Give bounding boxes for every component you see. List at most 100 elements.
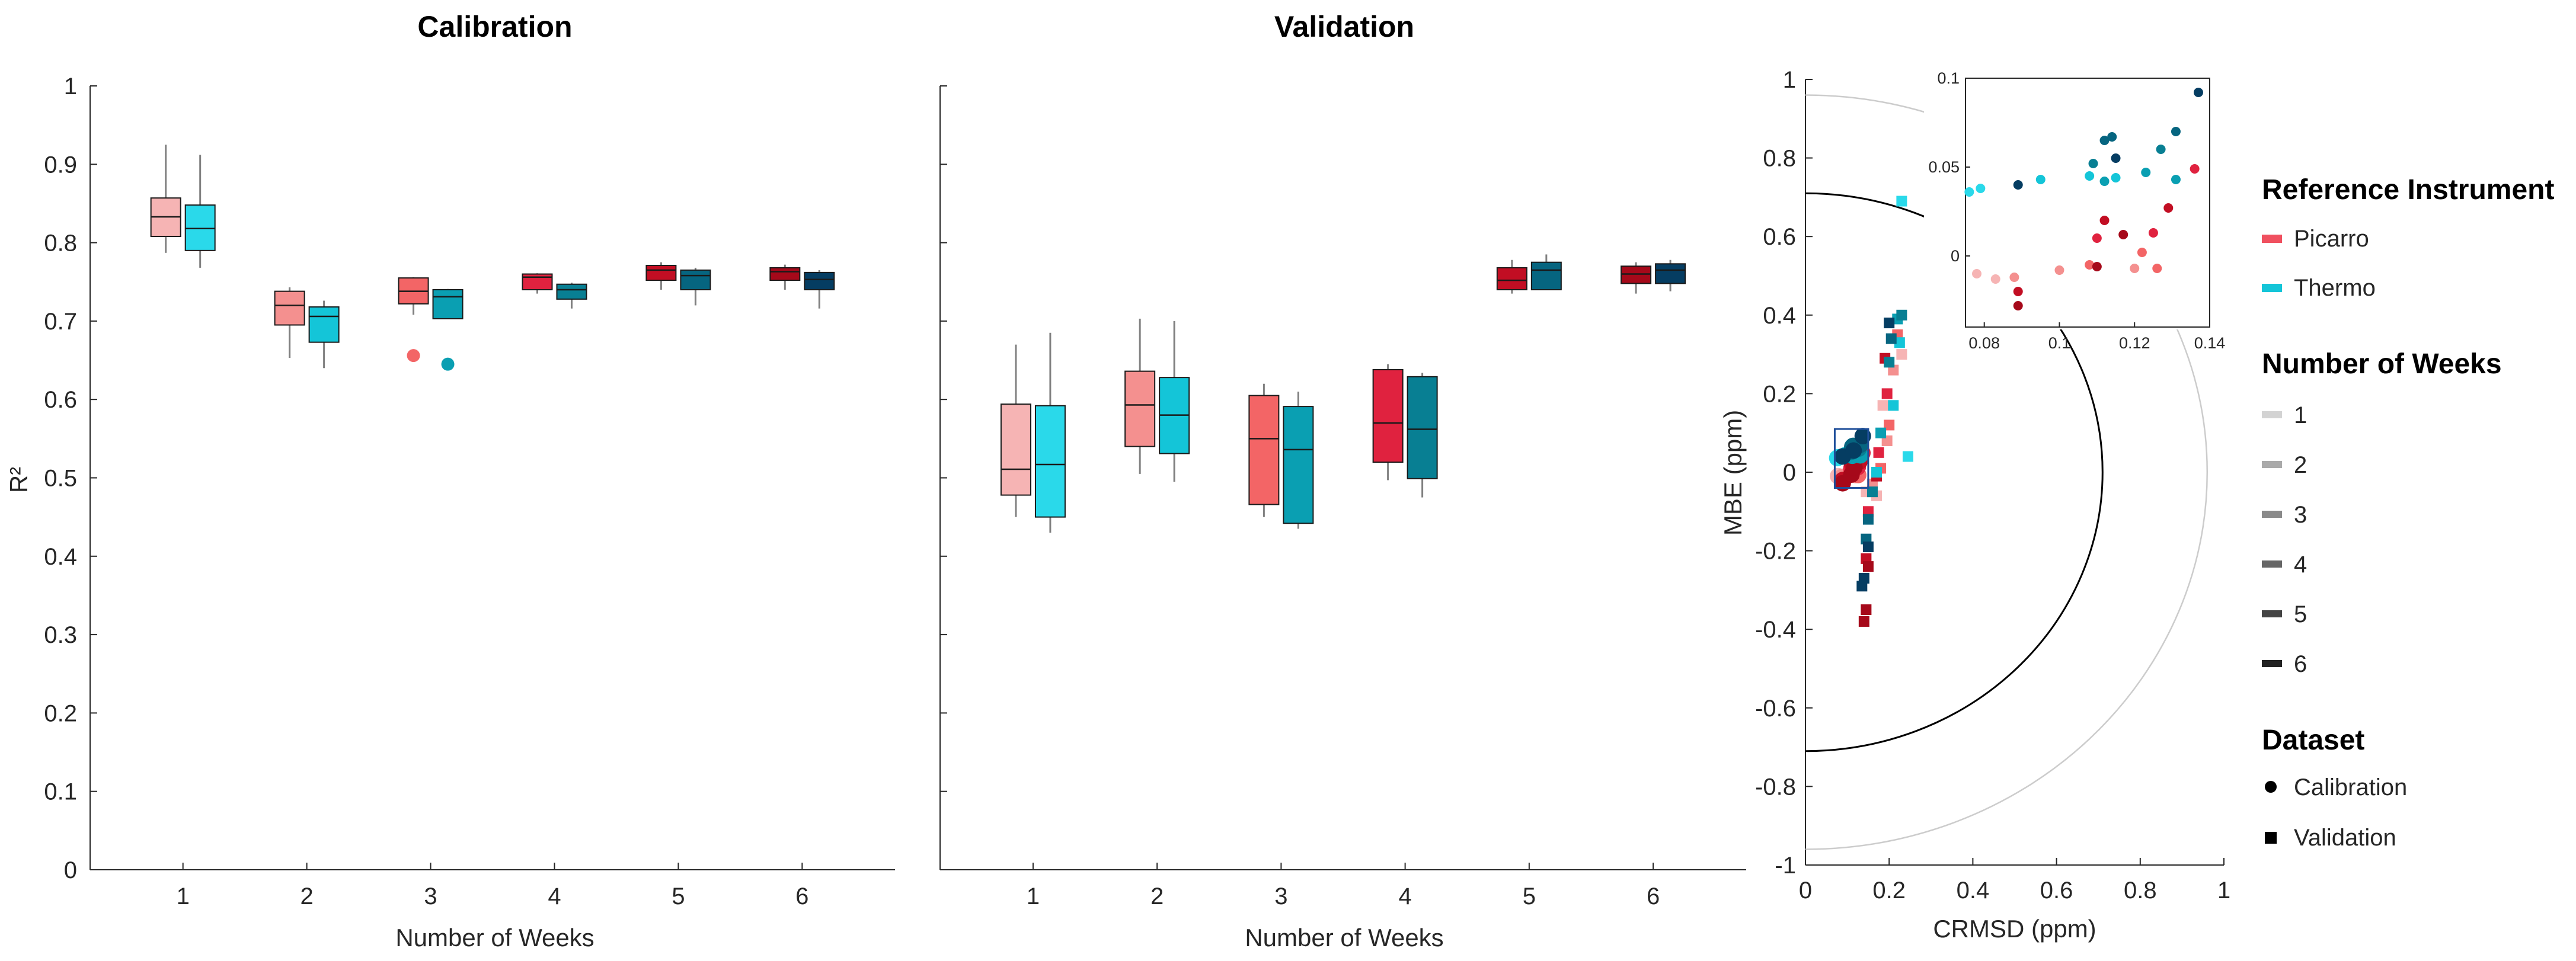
box-iqr — [1000, 403, 1031, 496]
validation-point — [1884, 357, 1895, 368]
validation-point — [1867, 486, 1878, 498]
box-iqr — [1372, 369, 1404, 463]
box-picarro-week-5 — [1496, 260, 1527, 294]
validation-point — [1871, 467, 1883, 478]
box-thermo-week-2 — [1159, 321, 1190, 482]
box-iqr — [184, 204, 216, 251]
x-tick-label: 1 — [1027, 883, 1040, 909]
inset-calibration-point — [2111, 173, 2121, 182]
target-xlabel: CRMSD (ppm) — [1933, 915, 2096, 943]
inset-calibration-point — [2107, 132, 2117, 142]
box-thermo-week-4 — [556, 283, 587, 309]
inset-axes: 0 0.05 0.1 0.08 0.1 0.12 0.14 — [1928, 69, 2225, 352]
target-circles — [1805, 94, 2208, 850]
inset-calibration-point — [2088, 159, 2098, 168]
y-tick-label: 0.8 — [44, 230, 77, 257]
box-thermo-week-3 — [1283, 391, 1314, 529]
target-y-tick-label: -0.8 — [1755, 774, 1796, 800]
box-picarro-week-1 — [1000, 344, 1031, 517]
box-thermo-week-5 — [680, 267, 711, 306]
inset-frame — [1965, 78, 2210, 328]
validation-boxes — [1000, 254, 1686, 533]
x-tick-label: 4 — [548, 883, 561, 909]
y-tick-label: 0.7 — [44, 309, 77, 335]
x-tick-label: 4 — [1398, 883, 1411, 909]
inset-calibration-point — [2099, 136, 2110, 145]
target-x-tick-label: 0 — [1799, 877, 1812, 904]
validation-title: Validation — [1274, 10, 1414, 43]
validation-panel: Validation 1 2 3 4 5 6 Number of Weeks — [939, 10, 1746, 952]
calibration-panel: Calibration 0 0.1 0.2 0.3 0.4 0.5 0.6 0.7 0.8 0.9… — [5, 10, 895, 952]
box-picarro-week-1 — [150, 145, 181, 253]
x-tick-label: 6 — [795, 883, 808, 909]
legend-thermo-label: Thermo — [2294, 275, 2376, 301]
calibration-boxes — [150, 145, 835, 371]
target-x-tick-label: 1 — [2217, 877, 2230, 904]
inset-calibration-point — [2013, 180, 2023, 190]
inset-region-box — [1833, 428, 1869, 489]
validation-point — [1862, 541, 1874, 552]
inset-points — [1964, 88, 2203, 310]
box-iqr — [804, 271, 835, 290]
calibration-axes: 0 0.1 0.2 0.3 0.4 0.5 0.6 0.7 0.8 0.9 1 1 2 3 4 5 6 — [44, 73, 895, 909]
box-iqr — [522, 273, 553, 290]
inset-calibration-point — [2171, 127, 2181, 136]
validation-point — [1861, 604, 1872, 616]
target-circle — [1805, 94, 2208, 850]
x-tick-label: 2 — [1150, 883, 1164, 909]
inset-calibration-point — [1964, 187, 1974, 197]
validation-point — [1881, 388, 1893, 399]
y-tick-label: 1 — [64, 73, 77, 100]
target-y-tick-label: -0.2 — [1755, 539, 1796, 565]
calibration-title: Calibration — [417, 10, 572, 43]
box-picarro-week-6 — [1621, 262, 1652, 294]
x-tick-label: 5 — [1523, 883, 1536, 909]
outlier-point — [407, 349, 420, 363]
inset-x-tick-label: 0.1 — [2048, 334, 2071, 352]
box-iqr — [1655, 263, 1686, 284]
inset-calibration-point — [2035, 175, 2046, 184]
y-tick-label: 0 — [64, 857, 77, 883]
target-circle — [1805, 192, 2104, 752]
target-x-tick-label: 0.6 — [2040, 877, 2073, 904]
y-tick-label: 0.2 — [44, 700, 77, 726]
y-tick-label: 0.3 — [44, 622, 77, 648]
calibration-point — [1854, 428, 1871, 445]
legend-week-label: 6 — [2294, 651, 2307, 677]
box-iqr — [1248, 395, 1280, 505]
inset-calibration-point — [2137, 248, 2147, 257]
legend-week-label: 2 — [2294, 452, 2307, 478]
target-axes: -1 -0.8 -0.6 -0.4 -0.2 0 0.2 0.4 0.6 0.8 1 0 0.2 0.4 0… — [1755, 67, 2230, 904]
target-y-tick-label: -1 — [1775, 853, 1796, 879]
legend-reference-title: Reference Instrument — [2262, 174, 2554, 206]
legend-week-label: 1 — [2294, 402, 2307, 428]
target-y-tick-label: -0.6 — [1755, 696, 1796, 722]
validation-point — [1888, 400, 1899, 411]
validation-point — [1858, 616, 1869, 627]
inset-calibration-point — [2111, 153, 2121, 163]
box-picarro-week-3 — [1248, 383, 1280, 517]
legend-week-label: 3 — [2294, 502, 2307, 528]
legend-week-label: 4 — [2294, 552, 2307, 578]
validation-point — [1875, 427, 1887, 438]
inset-calibration-point — [2099, 177, 2110, 186]
target-y-tick-label: 0.2 — [1763, 381, 1796, 407]
validation-point — [1885, 333, 1897, 344]
box-iqr — [1621, 265, 1652, 284]
target-points — [1829, 196, 1913, 627]
box-picarro-week-6 — [769, 264, 801, 290]
validation-point — [1858, 573, 1869, 584]
inset-zoom: 0 0.05 0.1 0.08 0.1 0.12 0.14 — [1924, 69, 2225, 352]
validation-point — [1894, 337, 1905, 348]
box-thermo-week-5 — [1530, 254, 1562, 290]
inset-calibration-point — [2085, 260, 2095, 270]
validation-point — [1896, 309, 1907, 321]
calibration-point — [1845, 442, 1862, 459]
y-tick-label: 0.6 — [44, 387, 77, 413]
inset-calibration-point — [2054, 265, 2064, 275]
target-diagram-panel: -1 -0.8 -0.6 -0.4 -0.2 0 0.2 0.4 0.6 0.8 1 0 0.2 0.4 0… — [1719, 67, 2230, 943]
legend-dataset-title: Dataset — [2262, 725, 2364, 756]
validation-point — [1877, 400, 1888, 411]
inset-calibration-point — [1972, 269, 1982, 278]
inset-calibration-point — [1990, 274, 2000, 284]
